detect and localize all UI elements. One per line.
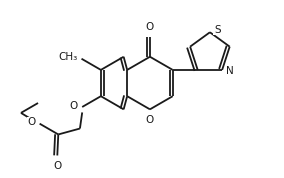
Text: O: O (69, 101, 78, 111)
Text: O: O (27, 117, 36, 127)
Text: S: S (214, 25, 220, 35)
Text: O: O (146, 22, 154, 32)
Text: O: O (146, 116, 154, 125)
Text: N: N (226, 66, 234, 76)
Text: O: O (53, 161, 61, 171)
Text: CH₃: CH₃ (58, 52, 78, 62)
